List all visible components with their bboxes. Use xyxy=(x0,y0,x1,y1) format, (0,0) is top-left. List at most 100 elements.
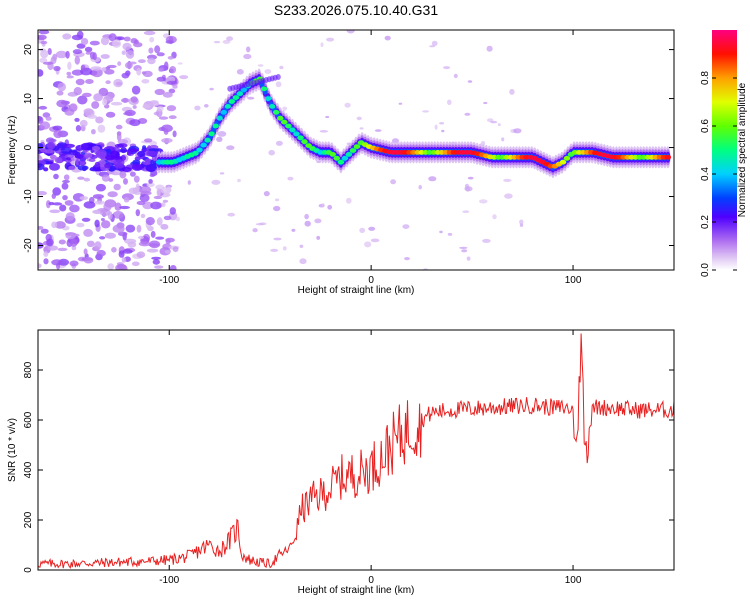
noise-band-cell xyxy=(108,167,115,172)
sparse-cell xyxy=(459,246,468,249)
ridge-core-cell xyxy=(563,155,571,161)
noise-cell xyxy=(85,79,94,84)
noise-cell xyxy=(162,91,173,98)
noise-cell xyxy=(39,121,51,130)
noise-cell xyxy=(105,66,111,70)
noise-cell xyxy=(86,240,95,247)
noise-cell xyxy=(71,245,77,251)
noise-cell xyxy=(57,82,66,92)
sparse-cell xyxy=(264,69,272,74)
sparse-cell xyxy=(211,179,221,185)
noise-band-cell xyxy=(146,150,158,157)
sparse-cell xyxy=(177,62,183,65)
sparse-cell xyxy=(156,106,164,112)
noise-cell xyxy=(91,129,96,135)
noise-cell xyxy=(57,247,68,252)
ridge-core-cell xyxy=(273,109,280,115)
noise-cell xyxy=(85,51,92,55)
noise-cell xyxy=(135,183,140,192)
noise-band-cell xyxy=(142,145,147,150)
colorbar-tick-label: 0.0 xyxy=(700,263,711,277)
sparse-cell xyxy=(466,256,471,261)
ridge-core-cell xyxy=(212,123,219,129)
noise-band-cell xyxy=(84,152,93,158)
sparse-cell xyxy=(464,186,473,192)
sparse-cell xyxy=(439,122,445,125)
sparse-cell xyxy=(504,193,513,199)
noise-cell xyxy=(65,50,70,59)
noise-cell xyxy=(65,232,76,240)
noise-cell xyxy=(51,259,63,266)
x-tick-label: 100 xyxy=(565,275,582,286)
sparse-cell xyxy=(429,45,436,48)
noise-band-cell xyxy=(131,163,143,171)
noise-cell xyxy=(150,230,156,238)
noise-cell xyxy=(115,81,123,86)
y-tick-label: 400 xyxy=(23,461,34,478)
noise-cell xyxy=(146,182,155,187)
noise-band-cell xyxy=(80,142,92,151)
noise-cell xyxy=(138,59,146,63)
noise-band-cell xyxy=(104,162,111,169)
sparse-cell xyxy=(447,232,453,236)
y-tick-label: 0 xyxy=(23,144,34,150)
noise-cell xyxy=(43,251,49,257)
noise-cell xyxy=(130,96,138,103)
colorbar-tick-label: 0.2 xyxy=(700,215,711,229)
ridge-core-cell xyxy=(232,95,240,100)
sparse-cell xyxy=(226,36,234,41)
sparse-cell xyxy=(422,110,429,113)
ridge-core-cell xyxy=(341,155,349,161)
noise-cell xyxy=(49,209,61,214)
ridge-core-cell xyxy=(204,137,211,143)
noise-cell xyxy=(53,173,59,180)
noise-band-cell xyxy=(110,155,123,160)
sparse-cell xyxy=(327,204,333,210)
noise-cell xyxy=(111,247,117,253)
noise-band-cell xyxy=(142,161,151,166)
sparse-cell xyxy=(344,102,351,108)
noise-cell xyxy=(125,224,136,233)
ridge-core-cell xyxy=(297,135,304,141)
ridge-core-cell xyxy=(301,139,308,145)
noise-cell xyxy=(101,220,111,229)
noise-cell xyxy=(125,50,135,59)
noise-cell xyxy=(38,226,44,230)
y-tick-label: -20 xyxy=(23,238,34,253)
sparse-cell xyxy=(325,115,330,119)
sparse-cell xyxy=(172,246,179,253)
noise-cell xyxy=(104,69,115,75)
noise-cell xyxy=(38,263,42,269)
noise-cell xyxy=(143,30,156,36)
noise-cell xyxy=(74,55,81,65)
sparse-cell xyxy=(275,198,280,202)
noise-cell xyxy=(161,138,173,143)
noise-band-cell xyxy=(130,148,140,152)
sparse-cell xyxy=(479,199,488,204)
sparse-cell xyxy=(384,35,391,41)
noise-cell xyxy=(121,72,130,79)
noise-cell xyxy=(146,248,159,253)
noise-cell xyxy=(51,221,58,229)
noise-cell xyxy=(138,241,151,247)
sparse-cell xyxy=(217,131,227,137)
sparse-cell xyxy=(390,179,396,185)
noise-cell xyxy=(87,114,98,119)
noise-cell xyxy=(162,199,169,203)
noise-cell xyxy=(116,132,122,142)
ridge-branch-cell xyxy=(275,74,281,80)
sparse-cell xyxy=(287,176,294,181)
sparse-cell xyxy=(291,228,296,232)
noise-cell xyxy=(81,38,89,45)
sparse-cell xyxy=(439,230,443,234)
noise-cell xyxy=(129,119,141,127)
ridge-core-cell xyxy=(664,154,672,160)
noise-cell xyxy=(169,66,177,74)
heatmap-cells xyxy=(38,30,672,270)
noise-cell xyxy=(156,52,165,57)
noise-cell xyxy=(149,36,155,43)
noise-cell xyxy=(38,105,48,110)
noise-band-cell xyxy=(148,148,160,152)
noise-cell xyxy=(47,245,59,251)
noise-cell xyxy=(141,79,150,84)
